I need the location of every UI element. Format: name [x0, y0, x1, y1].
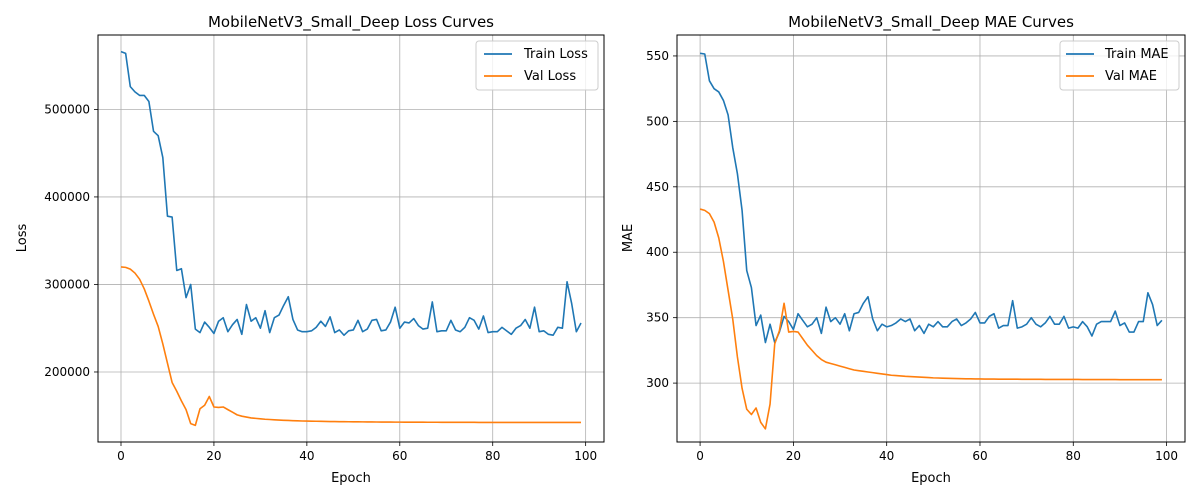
- mae-chart-panel: MobileNetV3_Small_Deep MAE Curves 0 20 40 6…: [621, 13, 1186, 486]
- loss-chart-legend: Train Loss Val Loss: [475, 40, 599, 91]
- mae-chart-xtick-label-60: 60: [972, 449, 987, 463]
- mae-chart-ytick-label-500: 500: [646, 114, 669, 128]
- mae-chart-ytick-label-400: 400: [646, 245, 669, 259]
- mae-chart-grid: [677, 35, 1185, 442]
- mae-chart-frame: [676, 34, 1186, 443]
- mae-chart-plot-area: [699, 52, 1163, 430]
- loss-chart-xtick-label-60: 60: [392, 449, 407, 463]
- loss-chart-ytick-label-300000: 300000: [44, 277, 90, 291]
- mae-chart-xtick-label-40: 40: [879, 449, 894, 463]
- loss-chart-xlabel: Epoch: [331, 471, 371, 486]
- legend-label-train-mae: Train MAE: [1104, 47, 1169, 62]
- mae-chart-ytick-label-550: 550: [646, 49, 669, 63]
- series-line-val-loss: [120, 266, 581, 427]
- loss-chart-plot-area: [120, 50, 582, 427]
- loss-chart-ytick-label-200000: 200000: [44, 365, 90, 379]
- loss-chart-frame: [97, 34, 605, 443]
- loss-chart-grid: [98, 35, 604, 442]
- mae-chart-ytick-label-350: 350: [646, 311, 669, 325]
- loss-chart-xtick-label-100: 100: [574, 449, 597, 463]
- mae-chart-xtick-label-20: 20: [786, 449, 801, 463]
- mae-chart-xtick-label-80: 80: [1066, 449, 1081, 463]
- mae-chart-title: MobileNetV3_Small_Deep MAE Curves: [788, 13, 1074, 32]
- series-line-train-loss: [120, 50, 582, 337]
- mae-chart-ylabel: MAE: [621, 224, 636, 252]
- mae-chart-xtick-label-0: 0: [696, 449, 704, 463]
- mae-chart-ytick-label-450: 450: [646, 180, 669, 194]
- loss-chart-xtick-label-20: 20: [206, 449, 221, 463]
- loss-chart-panel: MobileNetV3_Small_Deep Loss Curves 0 20 40…: [15, 13, 605, 486]
- mae-chart-legend: Train MAE Val MAE: [1059, 40, 1180, 91]
- mae-chart-xlabel: Epoch: [911, 471, 951, 486]
- loss-chart-ylabel: Loss: [15, 224, 30, 253]
- loss-chart-xtick-label-40: 40: [299, 449, 314, 463]
- loss-chart-ticks: 0 20 40 60 80 100 200000 300000 400000 500000: [44, 102, 597, 463]
- loss-chart-ytick-label-500000: 500000: [44, 102, 90, 116]
- legend-label-train-loss: Train Loss: [523, 47, 588, 62]
- mae-chart-xtick-label-100: 100: [1155, 449, 1178, 463]
- legend-label-val-loss: Val Loss: [524, 69, 576, 84]
- loss-chart-title: MobileNetV3_Small_Deep Loss Curves: [208, 13, 494, 32]
- series-line-val-mae: [699, 208, 1162, 430]
- loss-chart-ytick-label-400000: 400000: [44, 190, 90, 204]
- legend-label-val-mae: Val MAE: [1105, 69, 1157, 84]
- loss-chart-xtick-label-80: 80: [485, 449, 500, 463]
- mae-chart-ytick-label-300: 300: [646, 376, 669, 390]
- mae-chart-ticks: 0 20 40 60 80 100 300 350 400 450 500 550: [646, 49, 1178, 463]
- loss-chart-xtick-label-0: 0: [117, 449, 125, 463]
